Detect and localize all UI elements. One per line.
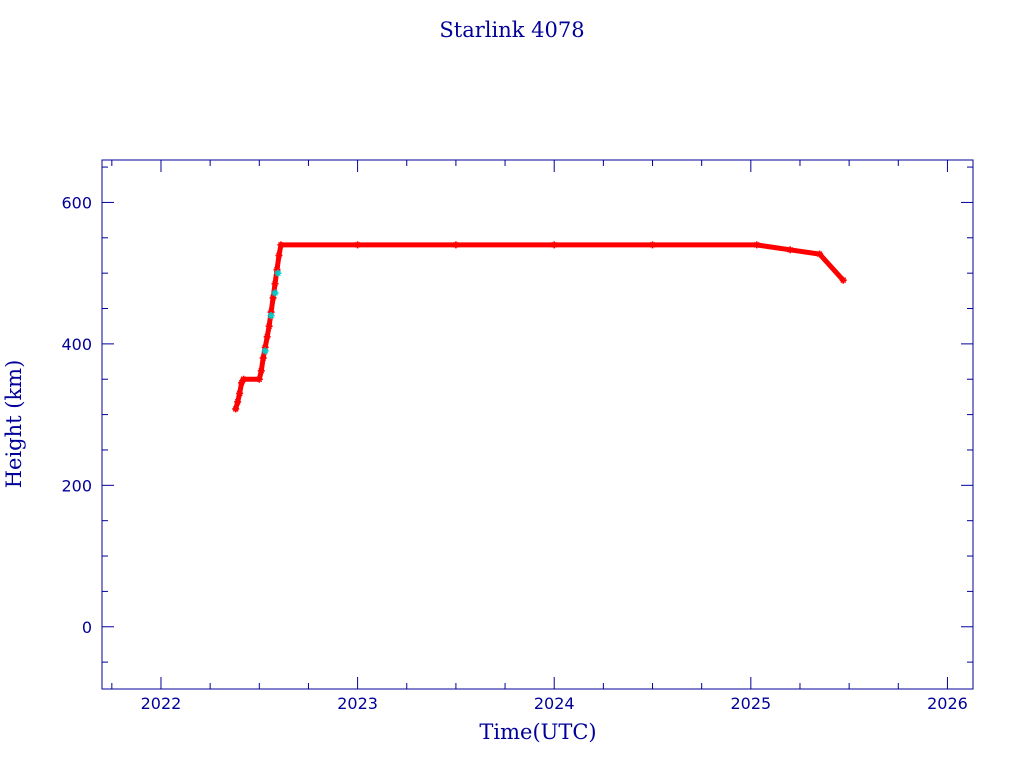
data-point [255, 375, 263, 383]
data-point [816, 250, 824, 258]
data-point [232, 405, 240, 413]
x-tick-label: 2023 [337, 694, 378, 713]
data-point [452, 241, 460, 249]
chart-title: Starlink 4078 [439, 18, 584, 42]
data-point [234, 398, 242, 406]
plot-frame [101, 159, 974, 690]
y-axis: 0 200 400 600 [61, 166, 973, 663]
x-tick-label: 2024 [534, 694, 575, 713]
y-tick-label: 0 [82, 618, 92, 637]
y-tick-label: 200 [61, 476, 92, 495]
data-point [277, 241, 285, 249]
x-tick-label: 2025 [730, 694, 771, 713]
data-point [240, 375, 248, 383]
highlight-point [274, 269, 282, 277]
highlight-point [267, 312, 275, 320]
series-track [233, 242, 846, 412]
x-axis-label: Time(UTC) [479, 720, 596, 744]
plot-border [101, 159, 974, 690]
data-point [263, 333, 271, 341]
y-tick-label: 400 [61, 335, 92, 354]
x-axis: 2022 2023 2024 2025 2026 [111, 160, 968, 713]
data-point [257, 367, 265, 375]
highlight-point [261, 347, 269, 355]
data-point [259, 354, 267, 362]
data-point [786, 246, 794, 254]
highlight-point [271, 289, 279, 297]
x-tick-label: 2026 [927, 694, 968, 713]
data-point [236, 389, 244, 397]
series-layer [232, 241, 847, 413]
data-point [271, 280, 279, 288]
y-tick-label: 600 [61, 193, 92, 212]
x-tick-label: 2022 [141, 694, 182, 713]
y-axis-label: Height (km) [2, 360, 26, 489]
data-point [649, 241, 657, 249]
data-point [753, 241, 761, 249]
data-point [839, 276, 847, 284]
data-point [354, 241, 362, 249]
data-point [550, 241, 558, 249]
data-point [275, 251, 283, 259]
data-point [265, 322, 273, 330]
